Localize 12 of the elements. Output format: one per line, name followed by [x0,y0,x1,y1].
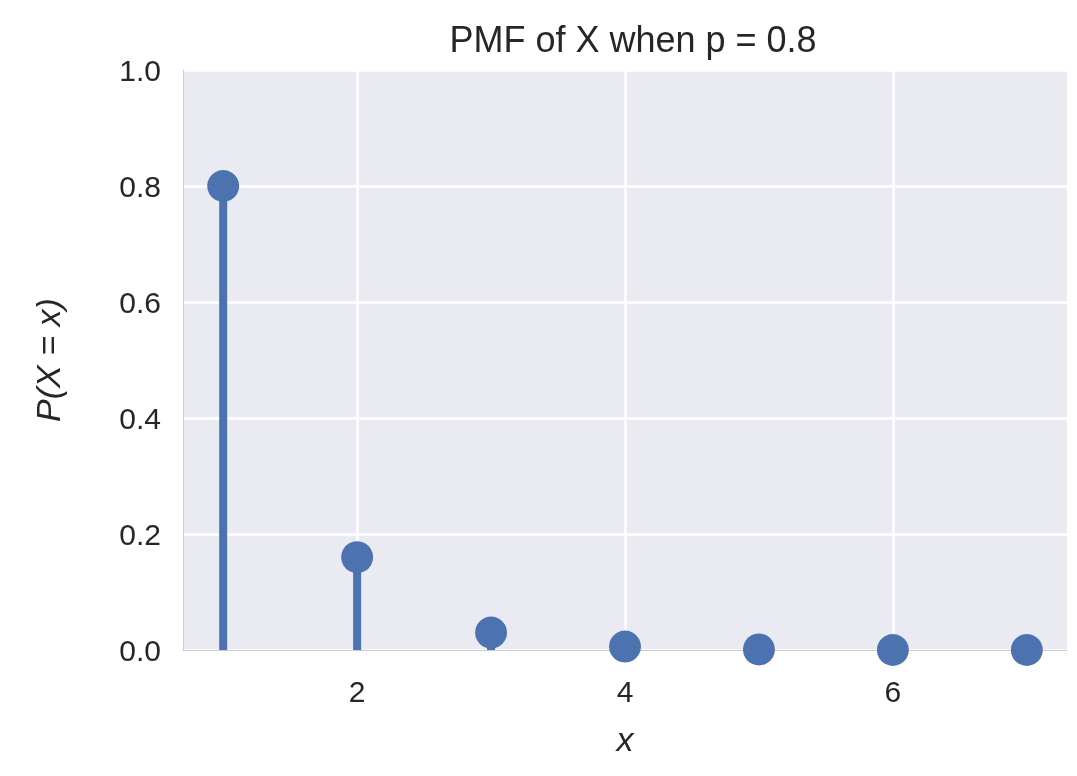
x-axis-title: x [614,720,635,758]
y-tick-label: 0.0 [119,633,161,667]
y-tick-label: 0.6 [119,285,161,319]
y-tick-label: 0.4 [119,401,161,435]
x-tick-label: 2 [348,674,366,708]
y-axis-title: P(X = x) [29,298,67,422]
y-tick-label: 1.0 [119,53,161,87]
chart-title: PMF of X when p = 0.8 [449,18,817,60]
x-tick-label: 4 [616,674,634,708]
y-tick-label: 0.2 [119,517,161,551]
x-tick-label: 6 [884,674,902,708]
y-tick-label: 0.8 [119,169,161,203]
